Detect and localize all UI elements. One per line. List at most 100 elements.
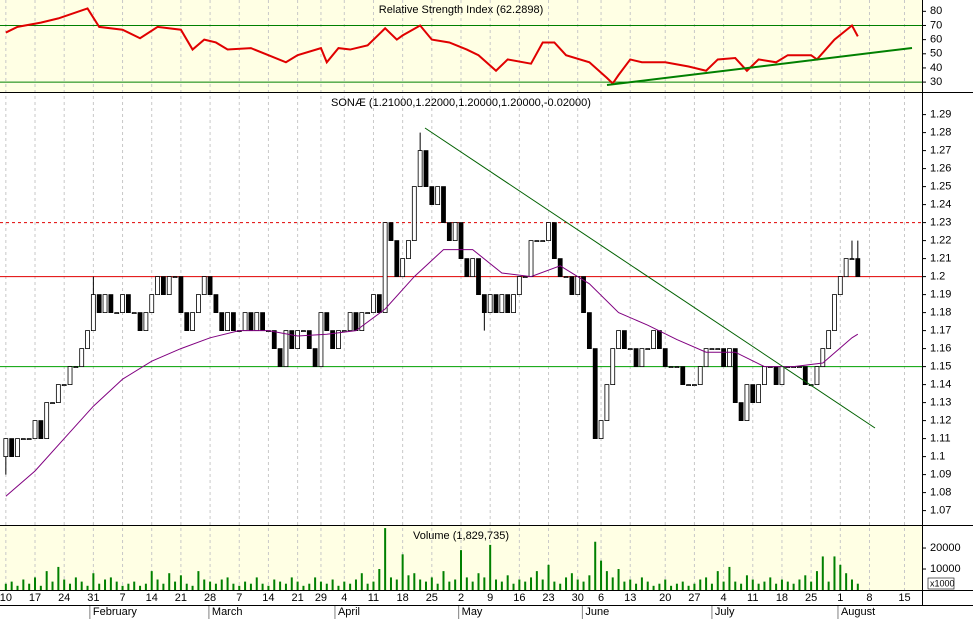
x-tick-label: 31 <box>87 592 99 604</box>
volume-bar <box>244 581 247 590</box>
candle-body <box>225 312 230 332</box>
x-tick-label: 25 <box>805 592 817 604</box>
y-tick-label: 1.16 <box>930 343 951 355</box>
volume-bar <box>98 583 101 590</box>
volume-bar <box>162 583 165 590</box>
candle-body <box>301 330 306 333</box>
candle-body <box>318 312 324 368</box>
y-tick-label: 1.1 <box>930 451 945 463</box>
x-tick-label: 23 <box>542 592 554 604</box>
volume-bar <box>786 581 789 590</box>
candle-body <box>458 222 464 260</box>
volume-bar <box>179 575 182 590</box>
candle-body <box>732 348 738 404</box>
x-tick-label: 20 <box>659 592 671 604</box>
candle-body <box>336 330 341 350</box>
candle-body <box>511 294 516 314</box>
y-tick-label: 1.23 <box>930 217 951 229</box>
candle-body <box>750 384 756 404</box>
volume-bar <box>191 585 194 590</box>
volume-bar <box>209 581 212 590</box>
volume-bar <box>150 571 153 590</box>
x-tick-label: 4 <box>721 592 727 604</box>
x-tick-label: 8 <box>866 592 872 604</box>
y-tick-label: 50 <box>930 48 942 60</box>
volume-bar <box>261 583 264 590</box>
x-tick-label: 27 <box>688 592 700 604</box>
candle-body <box>172 276 178 279</box>
volume-bar <box>856 583 859 590</box>
candle-body <box>592 348 598 440</box>
candle-body <box>610 348 616 386</box>
volume-bar <box>57 566 60 590</box>
x-tick-label: 16 <box>513 592 525 604</box>
y-tick-label: 1.15 <box>930 361 951 373</box>
y-tick-label: 1.12 <box>930 415 951 427</box>
volume-bar <box>436 583 439 590</box>
candle-body <box>382 222 388 314</box>
volume-bar <box>249 583 252 590</box>
y-tick-label: 1.27 <box>930 145 951 157</box>
volume-bar <box>360 573 363 590</box>
candle-body <box>38 420 44 440</box>
volume-bar <box>378 569 381 590</box>
volume-bar <box>477 573 480 590</box>
candle-body <box>108 294 114 314</box>
y-tick-label: 1.14 <box>930 379 951 391</box>
candle-body <box>32 420 38 440</box>
candle-body <box>50 402 55 405</box>
candle-body <box>295 330 301 350</box>
volume-bar <box>80 581 83 590</box>
candle-body <box>773 366 779 386</box>
candle-body <box>651 330 656 350</box>
candle-body <box>499 294 505 314</box>
month-label: March <box>212 606 243 618</box>
volume-bar <box>337 585 340 590</box>
y-tick-label: 1.09 <box>930 469 951 481</box>
volume-bar <box>495 579 498 590</box>
volume-bar <box>535 571 538 590</box>
volume-bar <box>203 579 206 590</box>
volume-bar <box>681 581 684 590</box>
volume-bar <box>839 564 842 590</box>
candle-body <box>353 312 359 332</box>
volume-bar <box>168 573 171 590</box>
y-tick-label: 1.13 <box>930 397 951 409</box>
candle-body <box>406 240 411 260</box>
candle-body <box>312 348 318 368</box>
candle-body <box>674 366 680 369</box>
volume-bar <box>780 579 783 590</box>
volume-bar <box>629 579 632 590</box>
volume-bar <box>483 577 486 590</box>
candle-body <box>581 276 586 314</box>
x-tick-label: 25 <box>426 592 438 604</box>
volume-bar <box>389 577 392 590</box>
rsi-panel <box>0 0 922 92</box>
volume-bar <box>39 585 42 590</box>
x-tick-label: 18 <box>776 592 788 604</box>
candle-body <box>149 294 155 314</box>
volume-bar <box>34 577 37 590</box>
candle-body <box>254 312 260 332</box>
panel-title: Relative Strength Index (62.2898) <box>379 4 544 16</box>
volume-bar <box>104 579 107 590</box>
x-tick-label: 29 <box>315 592 327 604</box>
candle-body <box>231 312 236 332</box>
volume-bar <box>74 577 77 590</box>
candle-body <box>184 312 190 332</box>
candle-body <box>715 348 721 351</box>
volume-bar <box>465 577 468 590</box>
volume-bar <box>693 583 696 590</box>
volume-bar <box>454 579 457 590</box>
volume-bar <box>407 575 410 590</box>
y-tick-label: 30 <box>930 76 942 88</box>
candle-body <box>423 150 429 188</box>
x-tick-label: 11 <box>747 592 758 604</box>
candle-body <box>756 384 762 404</box>
volume-bar <box>174 581 177 590</box>
candle-body <box>219 312 225 332</box>
candle-body <box>563 276 569 279</box>
candle-body <box>26 438 32 441</box>
volume-bar <box>524 581 527 590</box>
volume-bar <box>255 577 258 590</box>
